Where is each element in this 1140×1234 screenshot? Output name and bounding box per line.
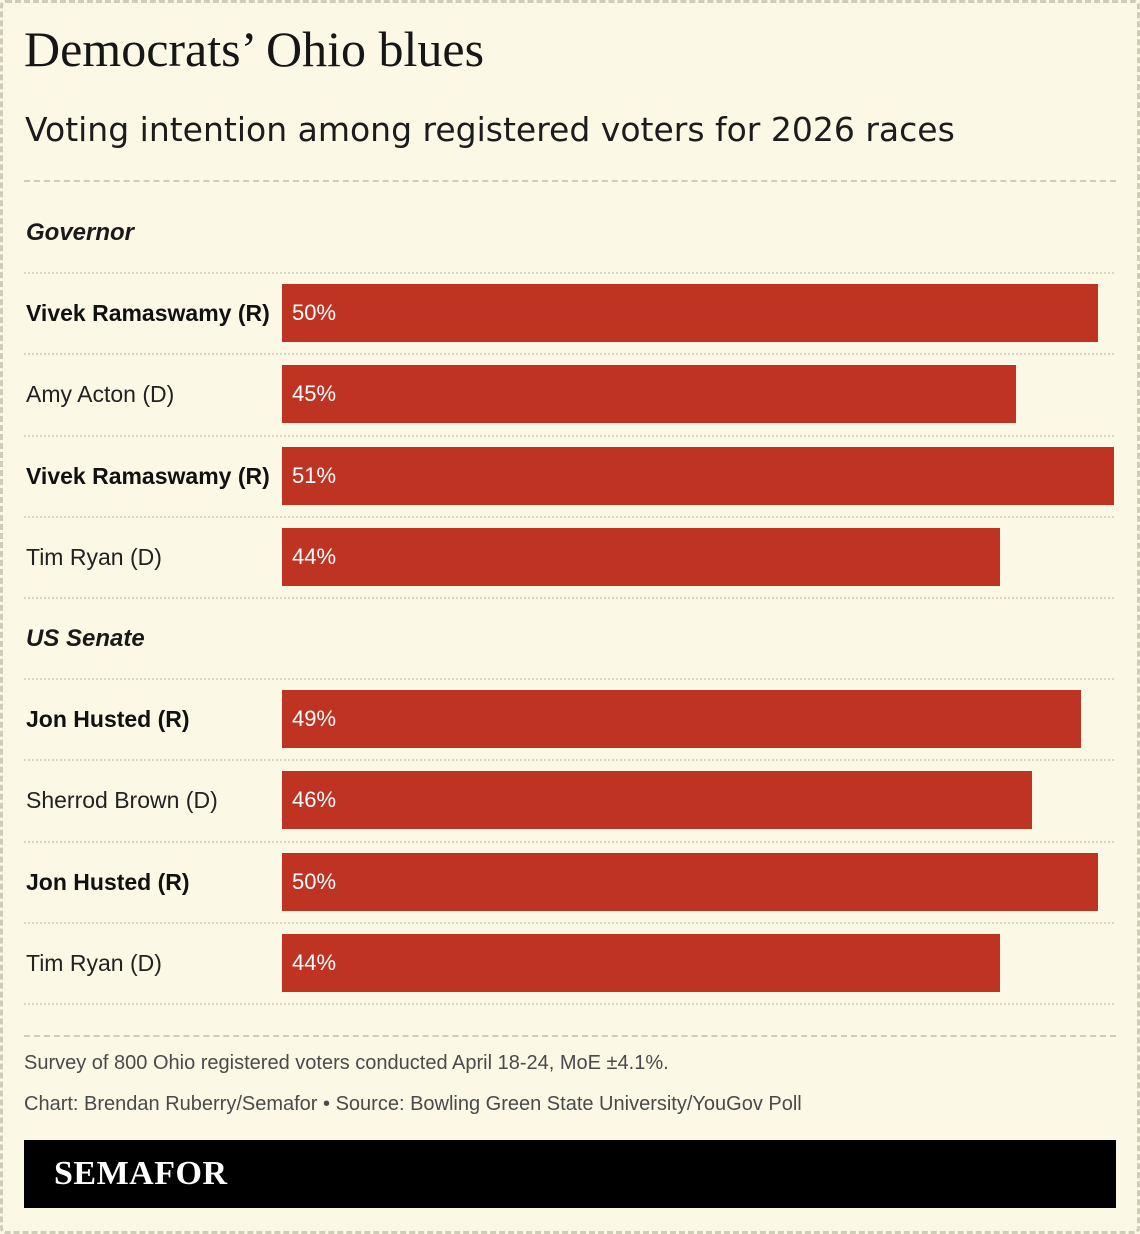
brand-logo: SEMAFOR [54,1155,228,1192]
bar-value-label: 49% [292,706,337,731]
candidate-label: Vivek Ramaswamy (R) [26,300,270,326]
candidate-label: Jon Husted (R) [26,706,190,732]
row-separator [24,515,1114,518]
candidate-label: Sherrod Brown (D) [26,787,218,814]
chart-source: Chart: Brendan Ruberry/Semafor • Source:… [24,1093,802,1115]
candidate-label: Tim Ryan (D) [26,543,162,570]
row-separator [24,921,1114,924]
candidate-label: Jon Husted (R) [26,868,190,895]
row-separator [24,678,1114,680]
row-separator [24,434,1114,437]
chart-title: Democrats’ Ohio blues [24,21,485,77]
row-separator [24,353,1114,356]
group-label: Governor [26,219,135,246]
bar [282,527,1000,586]
row-separator [24,1003,1114,1006]
bar-value-label: 46% [292,787,337,813]
bar [282,933,1000,992]
footer-divider [24,1035,1116,1037]
chart-subtitle: Voting intention among registered voters… [25,110,955,149]
row-separator [24,840,1114,843]
bar-value-label: 51% [292,462,337,488]
row-separator [24,759,1114,762]
group-label: US Senate [26,625,145,652]
bar-value-label: 50% [292,300,337,325]
bar [282,365,1016,424]
brand-bar: SEMAFOR [24,1140,1116,1208]
row-separator [24,272,1114,274]
bar [282,852,1098,911]
header-divider [24,180,1116,182]
bar-value-label: 44% [292,949,337,975]
bar-value-label: 45% [292,381,337,407]
bar-value-label: 44% [292,543,337,569]
bar-value-label: 50% [292,868,337,894]
candidate-label: Vivek Ramaswamy (R) [26,462,270,489]
bar [282,446,1114,505]
bar [282,690,1081,748]
row-separator [24,597,1114,600]
bar [282,771,1032,830]
candidate-label: Amy Acton (D) [26,381,175,408]
candidate-label: Tim Ryan (D) [26,949,162,976]
bar [282,284,1098,342]
survey-note: Survey of 800 Ohio registered voters con… [24,1052,669,1074]
